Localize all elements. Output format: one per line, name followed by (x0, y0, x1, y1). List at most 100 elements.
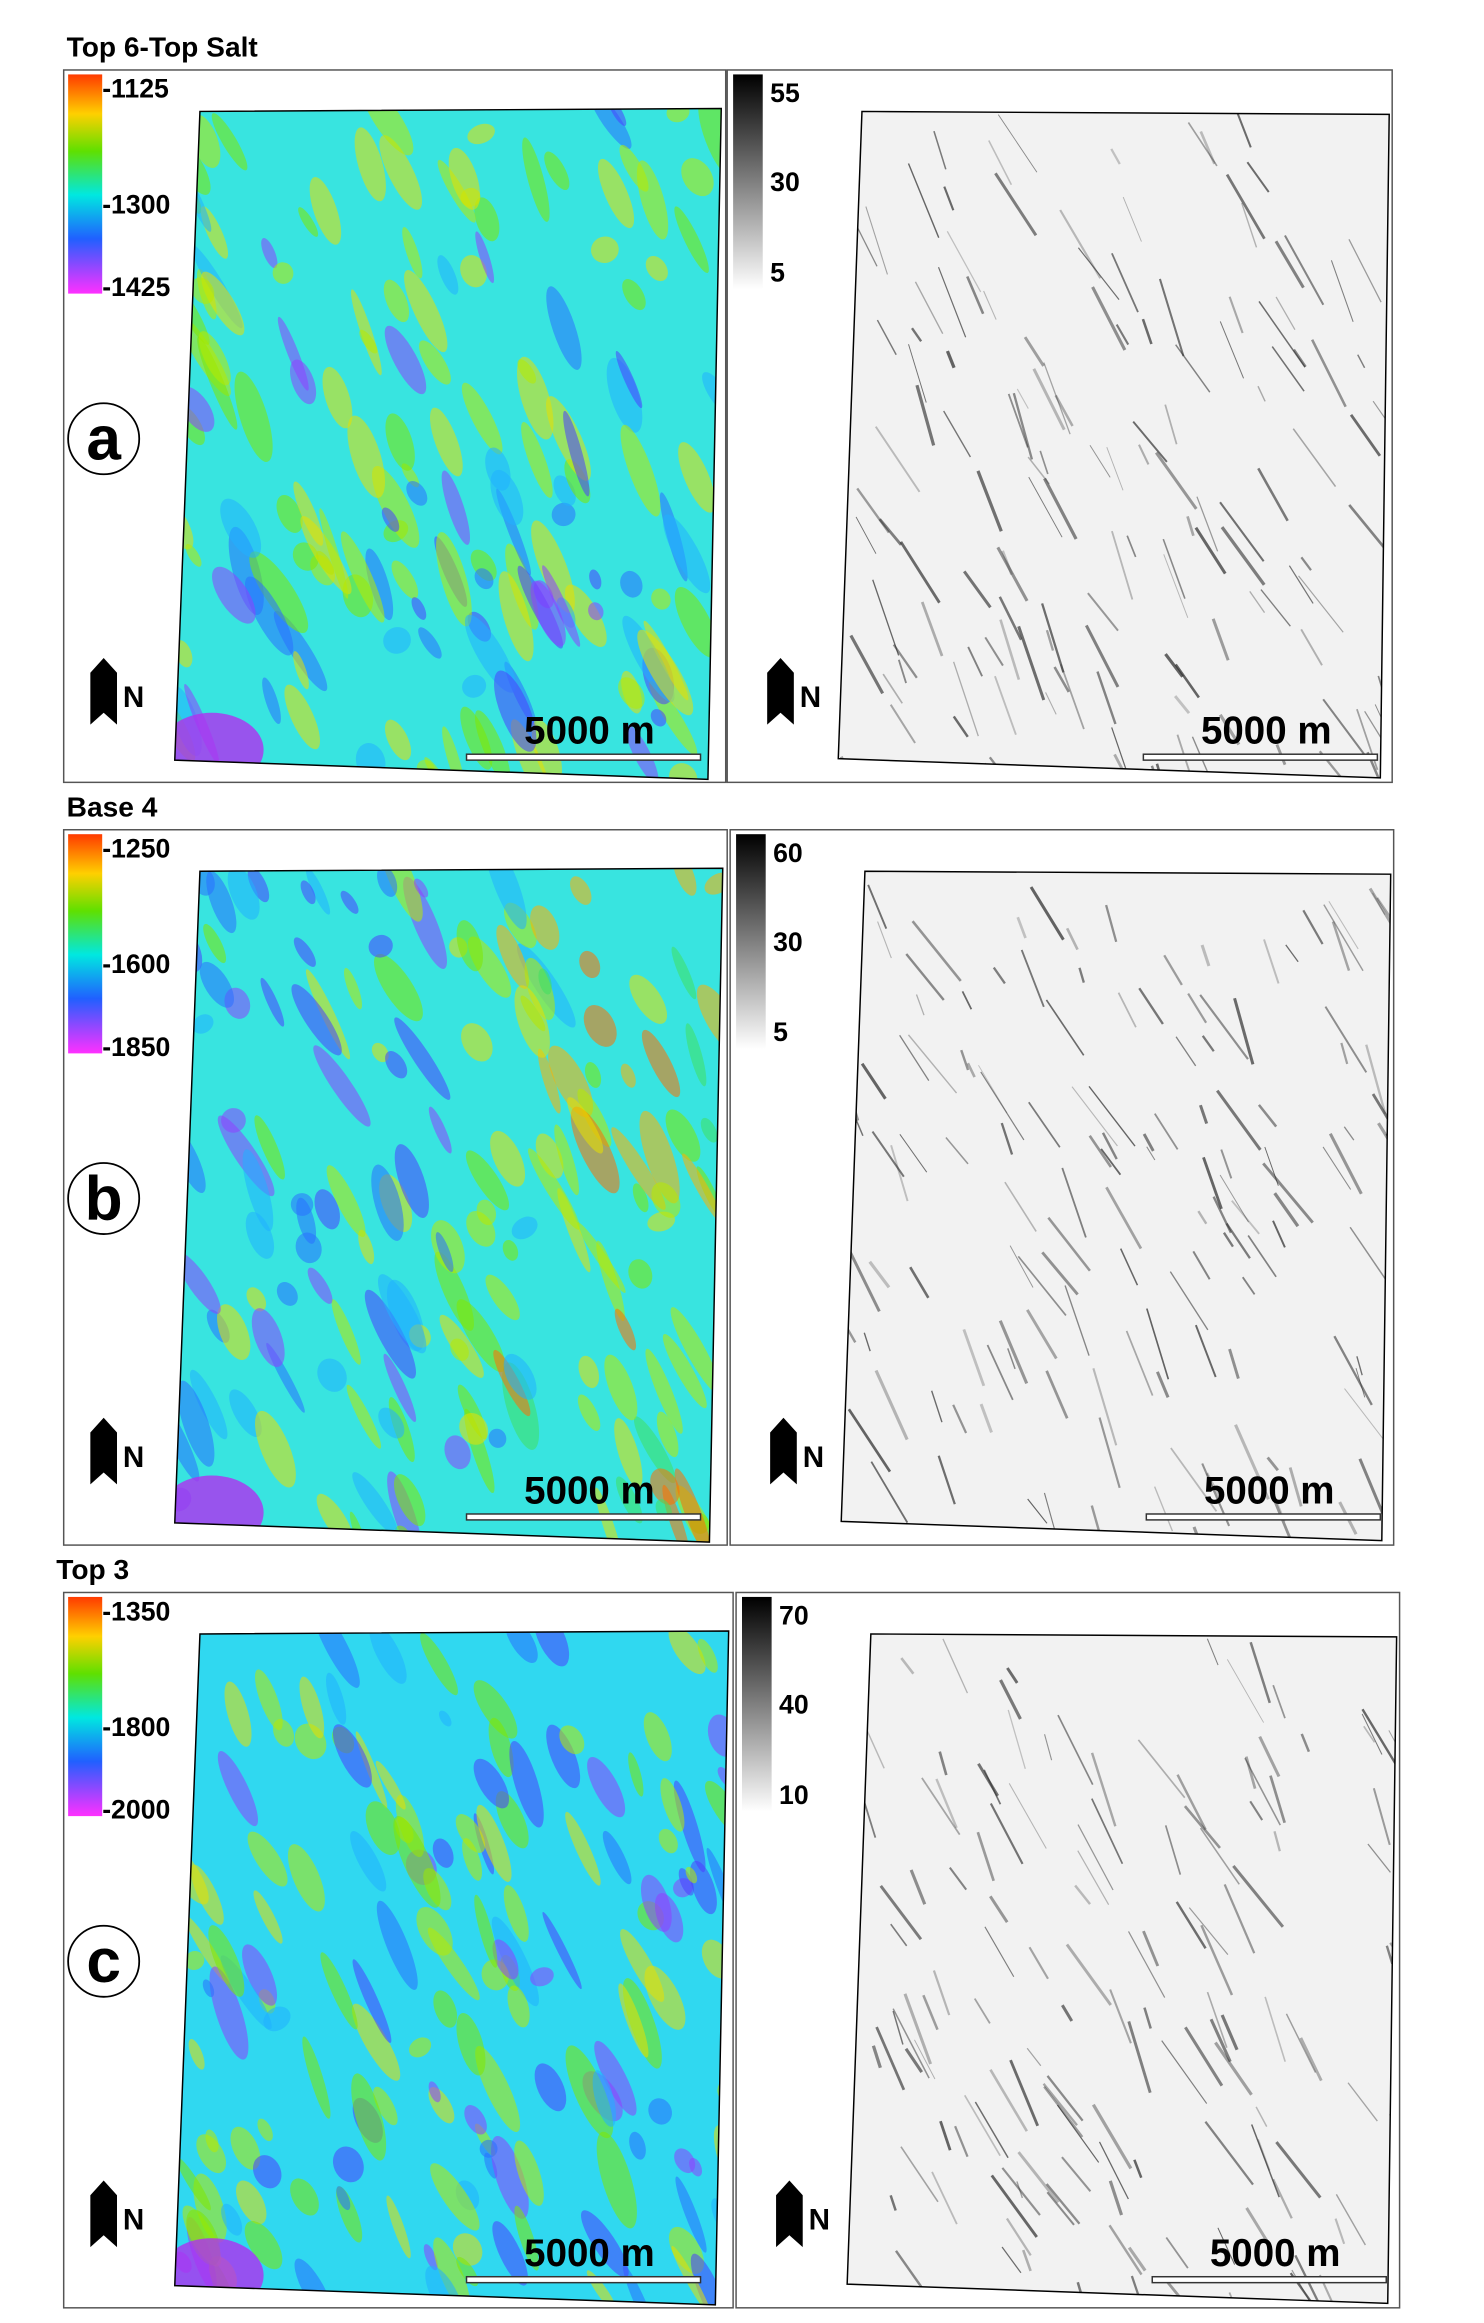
dip-lineament (997, 114, 1038, 173)
dip-lineament (1146, 1146, 1156, 1161)
dip-scale-label: 30 (770, 167, 800, 197)
depth-feature (546, 1724, 581, 1789)
depth-feature (583, 1005, 617, 1047)
dip-lineament (889, 704, 916, 744)
dip-lineament (1091, 1798, 1124, 1865)
dip-lineament (1292, 428, 1337, 488)
dip-lineament (1300, 556, 1312, 571)
depth-feature (514, 2205, 539, 2271)
depth-scale-label: -1125 (102, 74, 169, 104)
depth-feature (521, 421, 553, 498)
dip-lineament (1219, 1174, 1249, 1223)
depth-feature (227, 868, 260, 920)
depth-feature (229, 1389, 262, 1438)
panel-letter-circle (67, 402, 141, 476)
dip-lineament (1087, 592, 1119, 632)
depth-feature (192, 1014, 214, 1034)
dip-lineament (1065, 927, 1079, 951)
depth-feature (287, 1844, 325, 1912)
dip-lineament (1059, 664, 1085, 730)
dip-lineament (907, 1034, 958, 1094)
depth-feature (352, 1959, 392, 2043)
dip-lineament (1026, 2047, 1042, 2067)
dip-lineament (1361, 1708, 1397, 1766)
depth-map (174, 1630, 729, 2305)
dip-lineament (963, 570, 992, 609)
dip-lineament (1054, 394, 1074, 427)
depth-feature (570, 876, 592, 905)
depth-feature (507, 1985, 530, 2028)
depth-feature (203, 923, 227, 964)
dip-lineament (849, 634, 885, 695)
dip-lineament (978, 1065, 1008, 1114)
dip-lineament (996, 546, 1029, 602)
north-label: N (123, 1441, 144, 1474)
depth-feature (488, 1717, 514, 1778)
dip-lineament (892, 2010, 904, 2045)
dip-lineament (938, 1751, 948, 1776)
dip-lineament (879, 1885, 923, 1941)
dip-lineament (1089, 444, 1111, 478)
depth-feature (320, 1952, 358, 2030)
depth-feature (217, 1304, 251, 1360)
dip-lineament (1194, 1324, 1217, 1378)
dip-lineament (1064, 1285, 1090, 1356)
depth-feature (314, 1189, 340, 1230)
dip-lineament (1122, 196, 1142, 242)
dip-lineament (1249, 590, 1266, 614)
dip-lineament (1219, 321, 1245, 379)
dip-lineament (999, 619, 1021, 681)
depth-feature (542, 565, 581, 647)
dip-lineament (1186, 515, 1195, 537)
dip-lineament (890, 1144, 909, 1202)
depth-feature (615, 1476, 643, 1524)
dip-lineament (904, 2047, 924, 2074)
depth-feature (191, 277, 215, 304)
dip-lineament (1132, 421, 1168, 463)
depth-feature (331, 1299, 361, 1365)
panel-frame (726, 69, 1393, 784)
dip-lineament (1100, 1148, 1122, 1176)
depth-feature (633, 1416, 676, 1484)
dip-lineament (1257, 385, 1266, 402)
dip-lineament (1045, 999, 1085, 1056)
dip-lineament (1275, 2141, 1322, 2199)
dip-lineament (1311, 339, 1347, 408)
depth-feature (293, 937, 316, 967)
depth-feature (678, 442, 716, 513)
dip-lineament (914, 281, 944, 334)
dip-map-base (841, 871, 1391, 1541)
depth-feature (564, 459, 591, 504)
dip-lineament (1165, 2236, 1189, 2269)
dip-lineament (1173, 695, 1191, 715)
dip-lineament (1012, 392, 1034, 460)
depth-feature (235, 2180, 267, 2225)
depth-feature (246, 1287, 267, 1312)
dip-lineament (1264, 1996, 1286, 2062)
scale-bar (465, 1513, 702, 1521)
depth-feature (406, 480, 428, 506)
depth-feature (650, 709, 667, 727)
dip-lineament (875, 2026, 906, 2091)
dip-lineament (1331, 921, 1351, 972)
depth-feature (364, 1289, 417, 1379)
dip-lineament (1162, 538, 1186, 599)
dip-lineament (1028, 1101, 1061, 1148)
dip-lineament (1022, 2249, 1032, 2272)
dip-lineament (1333, 1335, 1373, 1406)
depth-map (174, 108, 722, 780)
depth-feature (199, 961, 234, 1008)
depth-feature (460, 255, 487, 288)
dip-lineament (1000, 1122, 1014, 1155)
dip-lineament (897, 659, 907, 684)
dip-lineament (1098, 1417, 1121, 1489)
dip-lineament (1250, 2124, 1280, 2198)
dip-lineament (915, 384, 936, 446)
dip-lineament (1026, 1309, 1058, 1360)
depth-feature (385, 1051, 408, 1079)
dip-lineament (1199, 1104, 1209, 1125)
dip-lineament (1091, 2103, 1133, 2170)
depth-feature (618, 1983, 649, 2058)
dip-lineament (909, 1869, 927, 1905)
depth-feature (475, 231, 495, 284)
